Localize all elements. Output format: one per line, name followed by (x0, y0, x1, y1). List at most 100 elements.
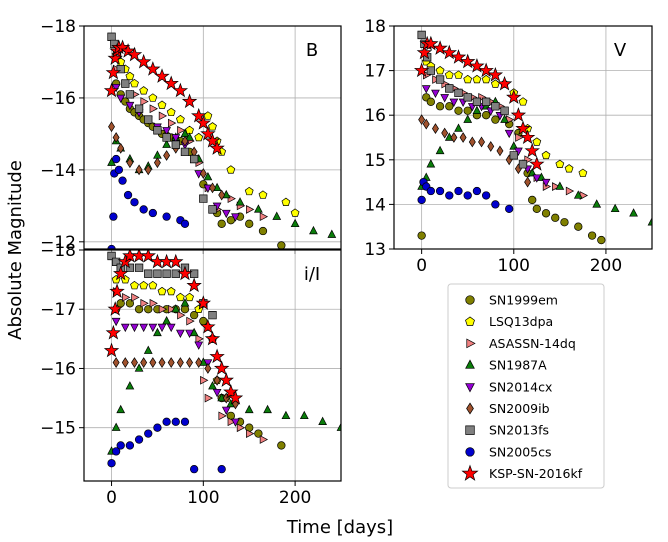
data-point-ksp-sn-2016kf (103, 82, 120, 98)
data-point-ksp-sn-2016kf (200, 125, 216, 141)
data-point-sn2009ib (181, 135, 189, 147)
data-points (413, 30, 652, 245)
data-point-sn1987a (116, 404, 126, 414)
data-point-sn1987a (573, 190, 583, 199)
legend-marker-sn1987a (465, 359, 475, 369)
data-point-sn2013fs (134, 104, 144, 113)
data-point-sn2005cs (454, 186, 463, 196)
data-point-sn2013fs (125, 90, 135, 99)
data-point-sn1987a (235, 197, 245, 206)
data-point-sn2014cx (162, 127, 171, 136)
data-point-asassn-14dq (186, 316, 195, 326)
x-tick-label: 200 (590, 256, 622, 276)
data-point-lsq13dpa (175, 114, 185, 124)
data-point-sn1999em (574, 222, 583, 231)
data-point-asassn-14dq (246, 205, 255, 214)
data-point-sn1987a (435, 145, 445, 155)
data-point-sn2014cx (120, 323, 130, 333)
data-point-lsq13dpa (472, 74, 482, 84)
data-point-sn2013fs (472, 97, 482, 106)
data-point-ksp-sn-2016kf (496, 75, 513, 91)
data-point-sn2005cs (123, 190, 133, 200)
data-point-sn1987a (134, 363, 144, 372)
data-point-sn2013fs (162, 269, 171, 278)
data-point-sn2013fs (199, 194, 208, 203)
data-point-ksp-sn-2016kf (181, 93, 198, 109)
data-point-sn2013fs (435, 75, 445, 84)
data-point-lsq13dpa (130, 280, 139, 290)
data-point-ksp-sn-2016kf (213, 360, 230, 376)
data-point-sn1987a (281, 410, 291, 420)
data-point-sn1987a (610, 203, 620, 213)
data-point-sn2009ib (163, 150, 171, 161)
data-point-sn1999em (481, 111, 491, 120)
data-point-sn2009ib (478, 136, 485, 148)
y-tick-label: 13 (364, 240, 386, 260)
x-axis-title: Time [days] (286, 517, 393, 538)
data-point-sn2009ib (186, 357, 194, 368)
data-point-sn2014cx (185, 329, 194, 339)
data-point-sn1999em (528, 195, 537, 205)
data-point-sn2014cx (440, 94, 450, 103)
data-point-ksp-sn-2016kf (172, 82, 189, 98)
data-point-sn1987a (454, 123, 463, 132)
data-point-ksp-sn-2016kf (204, 133, 221, 148)
data-point-lsq13dpa (175, 292, 185, 302)
data-point-asassn-14dq (204, 393, 214, 403)
data-point-sn2009ib (131, 357, 138, 368)
data-point-ksp-sn-2016kf (105, 64, 122, 80)
data-point-lsq13dpa (435, 65, 445, 75)
plot-frame (83, 249, 342, 482)
data-point-sn1987a (111, 422, 121, 431)
data-point-sn2013fs (208, 205, 217, 214)
legend-marker-ksp-sn-2016kf (461, 464, 479, 481)
data-point-ksp-sn-2016kf (109, 283, 125, 299)
data-point-lsq13dpa (444, 70, 454, 79)
y-tick-label: 15 (364, 151, 386, 171)
data-point-sn2014cx (157, 323, 167, 333)
data-point-sn2014cx (231, 418, 240, 427)
data-point-sn2014cx (221, 406, 231, 416)
data-point-lsq13dpa (564, 164, 574, 173)
data-point-sn2005cs (111, 154, 121, 164)
data-point-sn1987a (629, 208, 638, 217)
data-point-ksp-sn-2016kf (177, 265, 193, 281)
y-tick-label: 18 (364, 17, 386, 37)
data-point-ksp-sn-2016kf (126, 46, 143, 62)
data-point-lsq13dpa (157, 100, 167, 109)
data-point-lsq13dpa (157, 286, 167, 296)
data-point-sn2014cx (166, 323, 176, 333)
data-point-sn2009ib (418, 114, 426, 126)
data-point-sn2014cx (116, 94, 126, 104)
legend-marker-lsq13dpa (465, 316, 475, 326)
data-point-sn1999em (597, 235, 606, 245)
data-point-sn1987a (426, 159, 436, 168)
data-point-sn1999em (426, 97, 436, 106)
x-tick-label: 100 (498, 256, 530, 276)
y-tick-label: −18 (40, 17, 76, 37)
data-point-ksp-sn-2016kf (506, 89, 522, 104)
legend-label: SN2013fs (489, 423, 549, 438)
data-point-sn1987a (647, 217, 652, 226)
data-point-sn1999em (560, 218, 569, 227)
legend-label: SN2005cs (489, 444, 551, 459)
data-point-sn2014cx (111, 317, 121, 327)
data-point-sn2014cx (532, 174, 542, 183)
data-point-sn1999em (189, 311, 199, 320)
data-point-sn2014cx (431, 89, 440, 99)
data-point-sn2013fs (171, 269, 180, 278)
data-point-lsq13dpa (481, 74, 491, 84)
data-point-lsq13dpa (578, 168, 588, 177)
data-point-ksp-sn-2016kf (117, 253, 133, 269)
legend-label: ASASSN-14dq (489, 336, 576, 351)
panel-v: 13 14 15 16 17 18 0 100 200 V (364, 17, 653, 276)
data-point-sn2009ib (487, 141, 495, 152)
data-point-ksp-sn-2016kf (524, 142, 540, 158)
data-point-sn2013fs (481, 97, 491, 106)
y-tick-label: −15 (40, 419, 76, 439)
data-point-asassn-14dq (552, 182, 561, 191)
data-point-ksp-sn-2016kf (416, 44, 433, 60)
data-point-lsq13dpa (185, 292, 194, 302)
data-point-ksp-sn-2016kf (154, 68, 170, 83)
